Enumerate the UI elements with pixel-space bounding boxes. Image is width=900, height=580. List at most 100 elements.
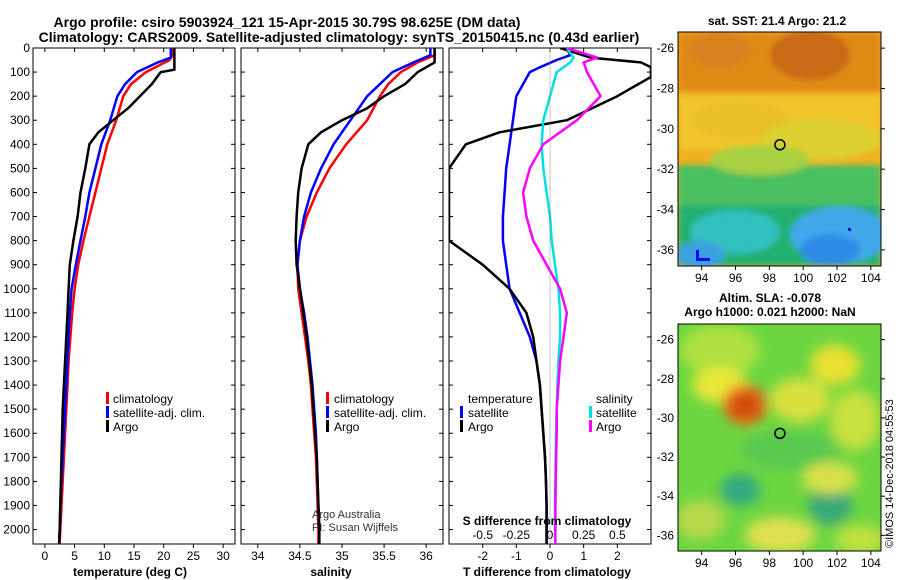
map-y-tick-label: -32	[657, 162, 675, 176]
map-y-tick-label: -36	[657, 243, 675, 257]
sla-heatmap	[678, 324, 881, 551]
depth-tick-label: 2000	[3, 523, 30, 537]
legend-swatch-satellite	[326, 406, 329, 418]
depth-tick-label: 1700	[3, 450, 30, 464]
map-y-tick-label: -34	[657, 489, 675, 503]
series-line-argo	[294, 48, 436, 544]
temperature-x-label: temperature (deg C)	[73, 565, 187, 579]
imos-watermark: ©IMOS 14-Dec-2018 04:55:53	[884, 399, 896, 548]
depth-tick-label: 800	[10, 234, 30, 248]
depth-tick-label: 500	[10, 161, 30, 175]
figure-title-line1: Argo profile: csiro 5903924_121 15-Apr-2…	[54, 14, 521, 30]
x-tick-label: 0	[547, 549, 554, 563]
x-tick-label: 25	[187, 549, 201, 563]
series-line-argo	[57, 48, 176, 544]
depth-tick-label: 1800	[3, 474, 30, 488]
salinity-panel-frame	[240, 47, 444, 545]
legend-label-argo: Argo	[113, 420, 139, 434]
series-line-t-argo	[449, 48, 651, 544]
depth-tick-label: 1100	[4, 306, 30, 320]
map-x-tick-label: 96	[729, 556, 743, 570]
depth-axis: 0 100 200 300 400 500 600 700 800 900 1000 1100 1200…	[3, 41, 651, 537]
map-x-tick-label: 104	[861, 271, 881, 285]
map-y-tick-label: -26	[657, 41, 675, 55]
difference-series	[449, 48, 651, 544]
sla-map-title-line2: Argo h1000: 0.021 h2000: NaN	[684, 305, 855, 319]
sst-map-title: sat. SST: 21.4 Argo: 21.2	[708, 14, 847, 28]
x-tick-label: 35	[335, 549, 349, 563]
x-tick-label: 36	[419, 549, 433, 563]
salinity-series	[294, 48, 436, 544]
sla-map-frame	[677, 323, 882, 552]
sla-map-title-line1: Altim. SLA: -0.078	[719, 291, 821, 305]
depth-tick-label: 300	[10, 113, 30, 127]
credit-line1: Argo Australia	[312, 509, 381, 521]
sla-map-axes: 94 96 98 100 102 104 -26 -28 -30 -32 -34 -36	[657, 333, 885, 570]
x-tick-label: 1	[580, 549, 587, 563]
legend-title-temperature: temperature	[468, 392, 533, 406]
depth-tick-label: 200	[10, 89, 30, 103]
depth-tick-label: 1500	[3, 402, 30, 416]
credit-line2: PI: Susan Wijffels	[312, 522, 398, 534]
map-y-tick-label: -36	[657, 528, 675, 542]
x-tick-label: 15	[127, 549, 141, 563]
salinity-x-label: salinity	[310, 565, 352, 579]
legend-swatch-satellite	[106, 406, 109, 418]
legend-swatch-t-satellite	[460, 406, 463, 418]
sst-map-frame	[677, 31, 882, 267]
depth-tick-label: 1400	[3, 378, 30, 392]
depth-tick-label: 700	[10, 210, 30, 224]
s-diff-tick-label: 0.5	[609, 528, 626, 542]
legend-label-climatology: climatology	[113, 392, 173, 406]
map-x-tick-label: 96	[729, 271, 743, 285]
legend-swatch-t-argo	[460, 420, 463, 432]
legend-label-satellite: satellite-adj. clim.	[334, 406, 426, 420]
temperature-legend: climatology satellite-adj. clim. Argo	[106, 392, 205, 434]
map-y-tick-label: -28	[657, 372, 675, 386]
legend-label-s-satellite: satellite	[596, 406, 637, 420]
legend-swatch-argo	[106, 420, 109, 432]
x-tick-label: -2	[477, 549, 488, 563]
map-x-tick-label: 98	[763, 271, 777, 285]
map-y-tick-label: -30	[657, 411, 675, 425]
s-difference-x-axis: -0.5 -0.25 0 0.25 0.5	[472, 528, 626, 542]
map-y-tick-label: -28	[657, 81, 675, 95]
legend-label-t-argo: Argo	[468, 420, 494, 434]
depth-tick-label: 600	[10, 185, 30, 199]
map-y-tick-label: -32	[657, 450, 675, 464]
difference-legend-temperature: temperature satellite Argo	[460, 392, 533, 434]
s-difference-x-label: S difference from climatology	[463, 514, 632, 528]
depth-tick-label: 1000	[3, 282, 30, 296]
legend-label-s-argo: Argo	[596, 420, 622, 434]
map-x-tick-label: 104	[861, 556, 881, 570]
sst-map-axes: 94 96 98 100 102 104 -26 -28 -30 -32 -34 -36	[657, 41, 885, 285]
legend-label-t-satellite: satellite	[468, 406, 509, 420]
map-y-tick-label: -34	[657, 203, 675, 217]
figure-title-line2: Climatology: CARS2009. Satellite-adjuste…	[39, 29, 640, 45]
depth-tick-label: 1300	[3, 354, 30, 368]
x-tick-label: 2	[614, 549, 621, 563]
s-diff-tick-label: -0.5	[472, 528, 493, 542]
difference-legend-salinity: salinity satellite Argo	[589, 392, 637, 434]
x-tick-label: 34	[251, 549, 265, 563]
x-tick-label: 30	[216, 549, 230, 563]
legend-swatch-s-argo	[589, 420, 592, 432]
map-x-tick-label: 100	[793, 271, 813, 285]
map-x-tick-label: 94	[695, 556, 709, 570]
x-tick-label: 10	[98, 549, 112, 563]
t-difference-x-label: T difference from climatology	[463, 565, 631, 579]
series-line-climatology	[58, 48, 174, 544]
legend-swatch-climatology	[106, 392, 109, 404]
legend-label-argo: Argo	[334, 420, 360, 434]
depth-tick-label: 900	[10, 258, 30, 272]
legend-label-satellite: satellite-adj. clim.	[113, 406, 205, 420]
sst-argo-location-marker	[774, 139, 786, 151]
sla-argo-location-marker	[774, 427, 786, 440]
x-tick-label: 20	[157, 549, 171, 563]
depth-tick-label: 1900	[3, 498, 30, 512]
x-tick-label: 34.5	[288, 549, 312, 563]
x-tick-label: 5	[71, 549, 78, 563]
map-y-tick-label: -30	[657, 122, 675, 136]
salinity-x-axis: 34 34.5 35 35.5 36	[251, 48, 433, 563]
